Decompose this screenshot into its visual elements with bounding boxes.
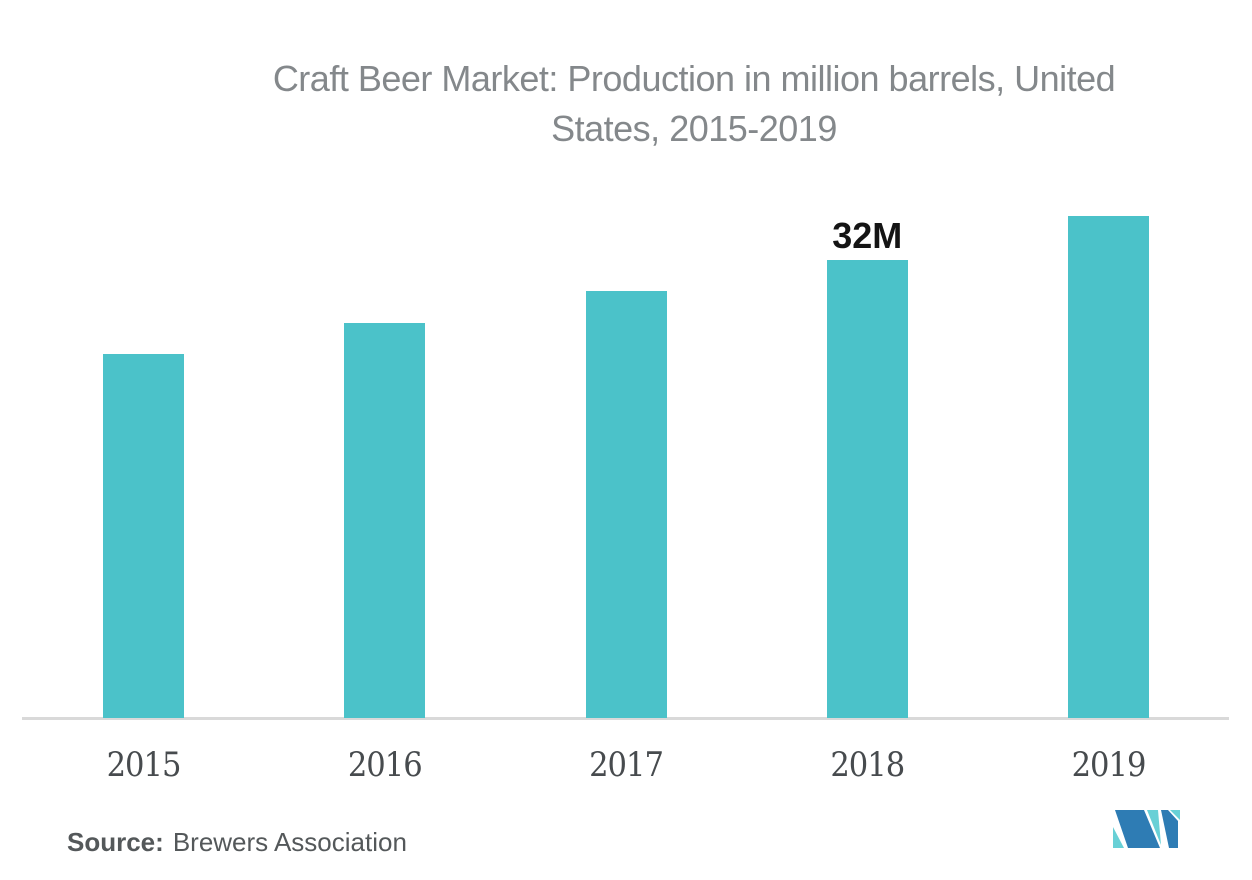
source-caption: Source: Brewers Association	[67, 827, 407, 858]
bar-2019	[1068, 215, 1149, 718]
logo-middle-wedge	[1147, 810, 1161, 845]
x-tick-2018: 2018	[830, 745, 905, 785]
bar-2018	[826, 260, 908, 718]
logo-top-right-triangle	[1170, 810, 1180, 820]
chart-title: Craft Beer Market: Production in million…	[0, 54, 1252, 153]
source-text: Brewers Association	[172, 827, 407, 857]
logo-bottom-left-triangle	[1113, 827, 1124, 848]
bar-value-label-2018: 32M	[832, 215, 903, 256]
bar-2017	[585, 291, 667, 718]
chart-title-line-2: States, 2015-2019	[551, 107, 837, 149]
source-label: Source:	[67, 827, 164, 857]
x-axis-line	[22, 717, 1229, 720]
mordor-intelligence-logo	[1113, 810, 1180, 848]
logo-right-stroke	[1161, 810, 1178, 848]
x-tick-2017: 2017	[589, 745, 664, 785]
chart-title-line-1: Craft Beer Market: Production in million…	[272, 58, 1116, 99]
logo-left-diagonal-band	[1115, 810, 1160, 848]
x-tick-2019: 2019	[1071, 745, 1147, 785]
bar-2015	[103, 354, 184, 718]
x-tick-2015: 2015	[106, 745, 182, 785]
bar-2016	[344, 322, 426, 718]
x-tick-2016: 2016	[347, 745, 423, 785]
